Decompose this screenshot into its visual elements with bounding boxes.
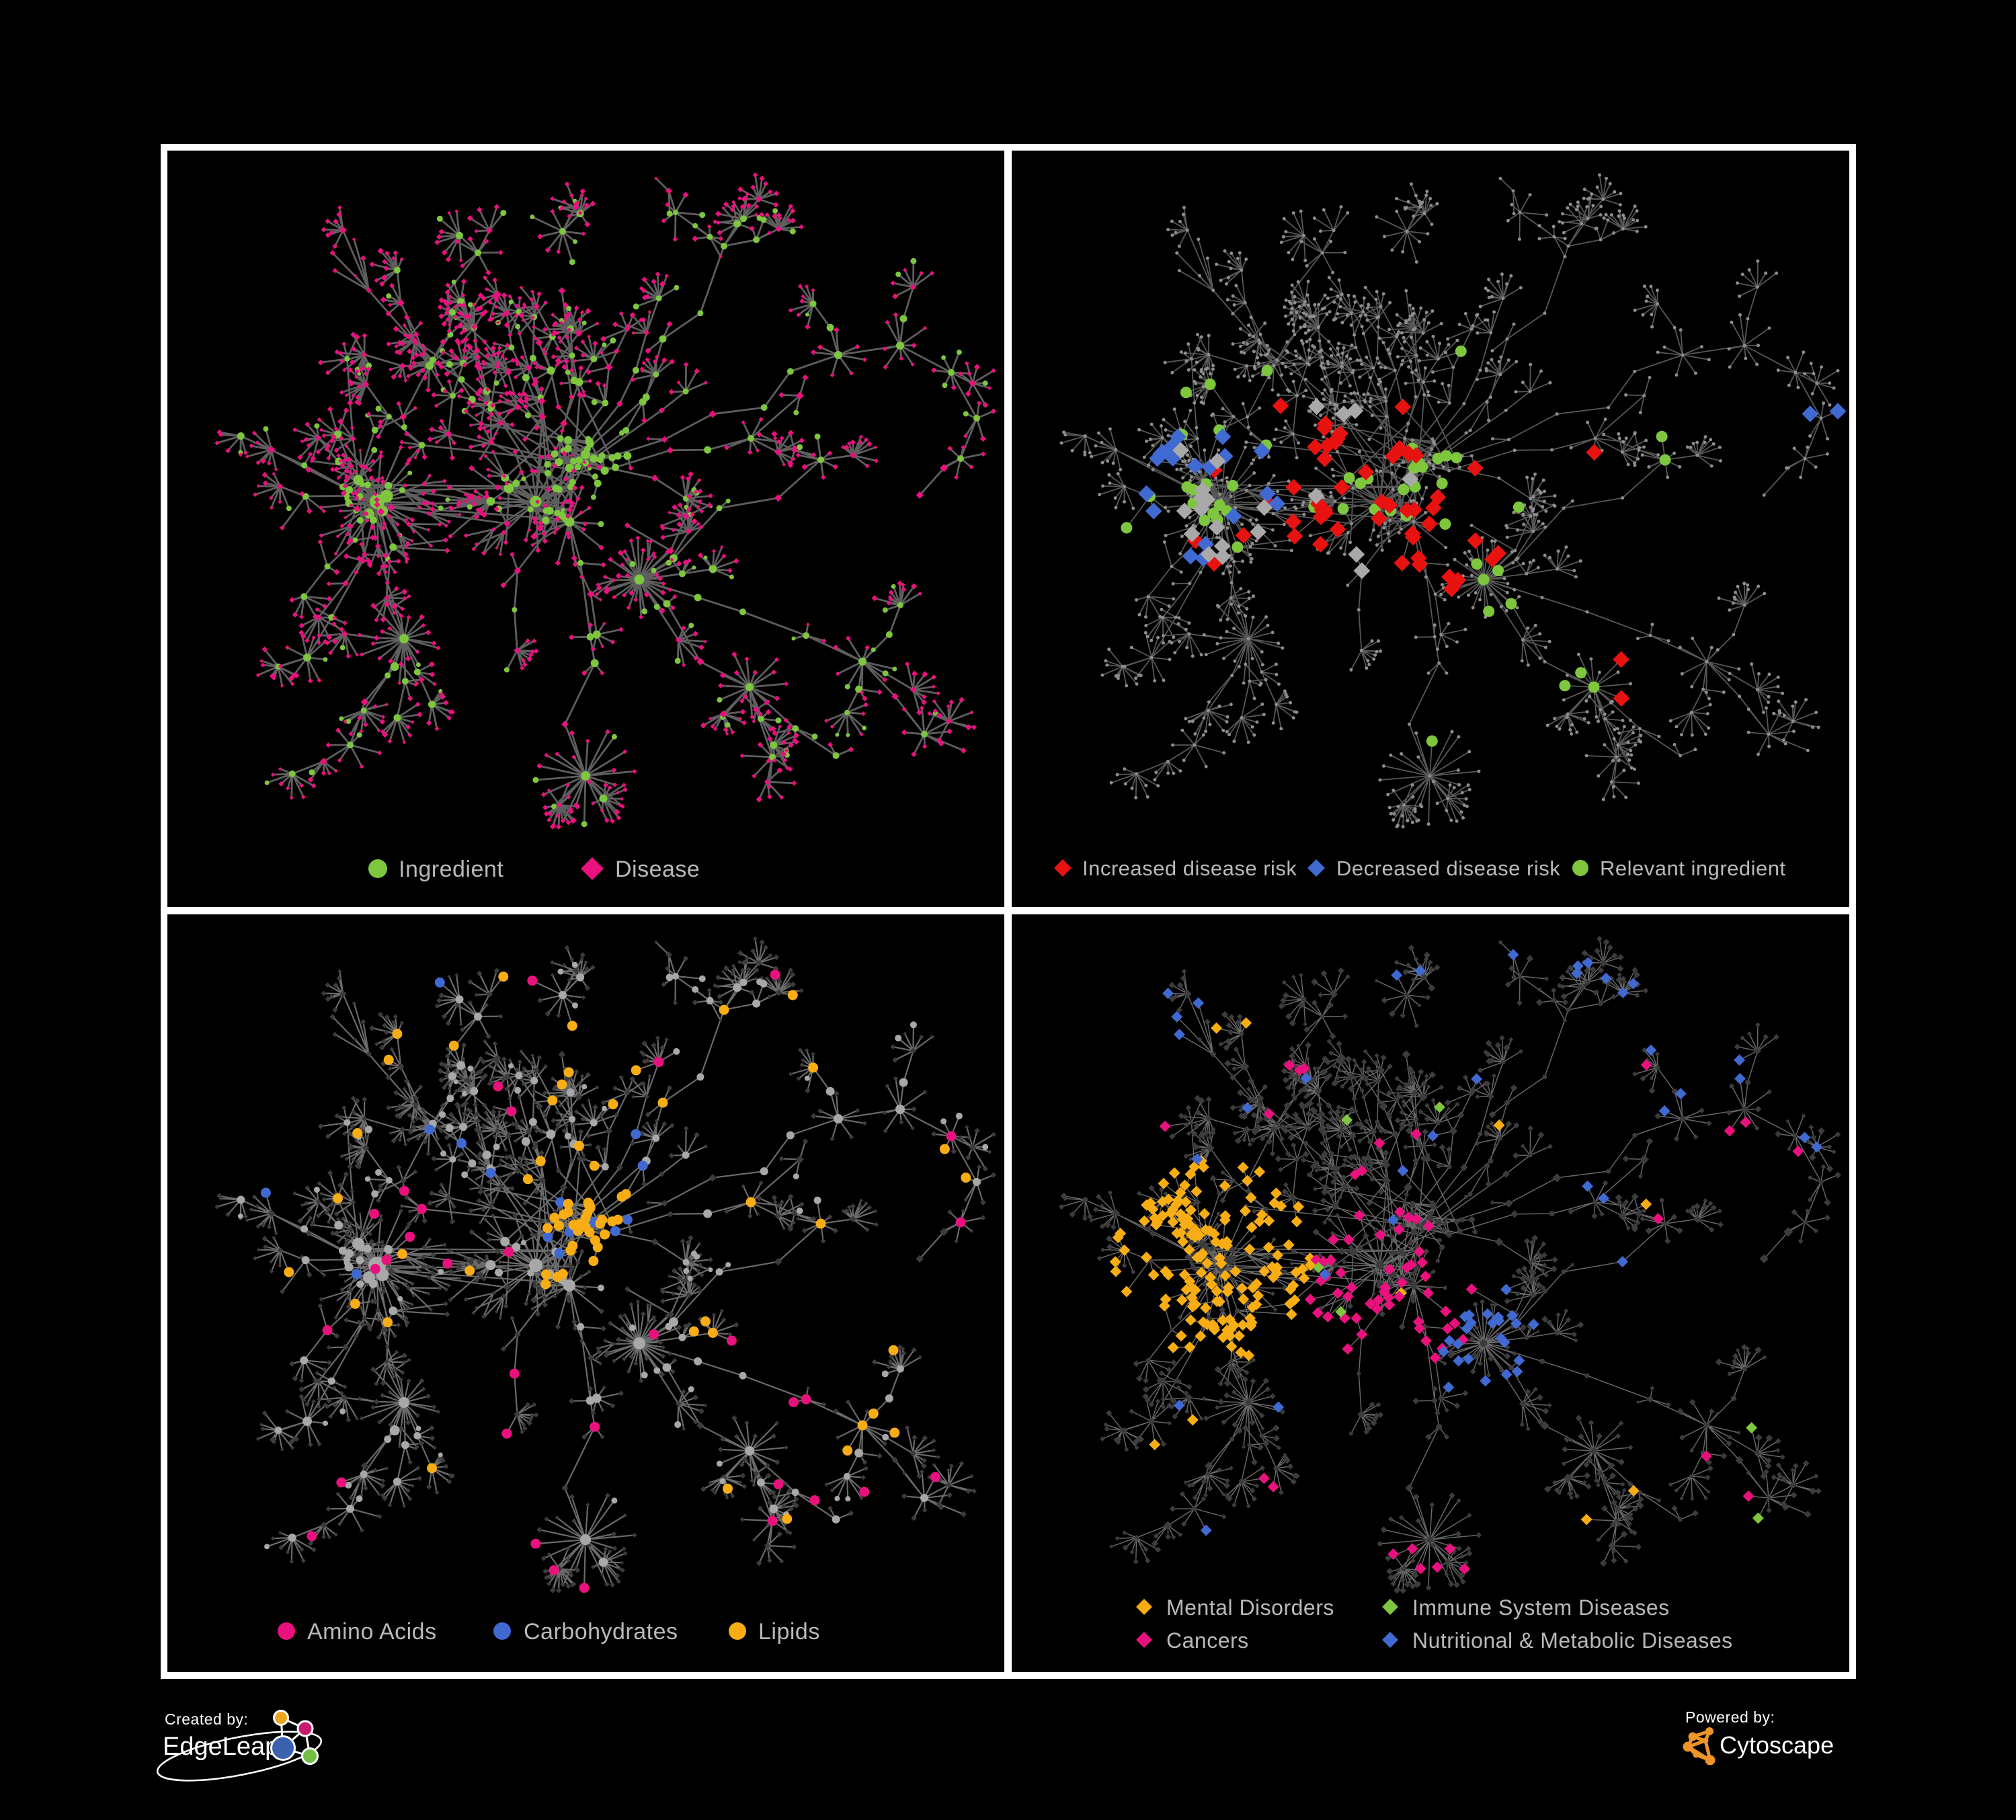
svg-text:Powered by:: Powered by: — [1685, 1708, 1775, 1726]
svg-text:Cytoscape: Cytoscape — [1720, 1731, 1834, 1759]
svg-text:Ingredient: Ingredient — [399, 857, 503, 882]
svg-text:Cancers: Cancers — [1166, 1628, 1249, 1653]
svg-text:Created by:: Created by: — [165, 1710, 248, 1728]
svg-text:Immune System Diseases: Immune System Diseases — [1412, 1595, 1670, 1620]
svg-text:Amino Acids: Amino Acids — [307, 1619, 437, 1645]
svg-text:Disease: Disease — [615, 857, 700, 882]
svg-text:Mental Disorders: Mental Disorders — [1166, 1595, 1334, 1620]
svg-text:EdgeLeap: EdgeLeap — [163, 1733, 279, 1761]
svg-text:Lipids: Lipids — [758, 1619, 820, 1645]
svg-text:Increased disease risk: Increased disease risk — [1082, 857, 1297, 880]
svg-text:Carbohydrates: Carbohydrates — [524, 1619, 678, 1645]
svg-text:Relevant ingredient: Relevant ingredient — [1600, 857, 1786, 880]
svg-text:Decreased disease risk: Decreased disease risk — [1336, 857, 1560, 880]
svg-text:Nutritional & Metabolic Diseas: Nutritional & Metabolic Diseases — [1412, 1628, 1733, 1653]
